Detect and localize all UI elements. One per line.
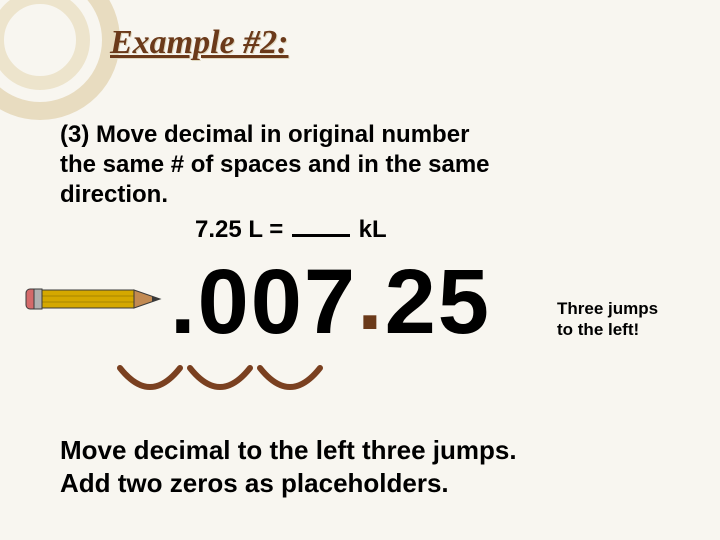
big-number-display: .007.25 [170, 250, 491, 355]
annotation-line-2: to the left! [557, 320, 639, 339]
jump-arcs-icon [110, 358, 340, 408]
equation: 7.25 L = kL [195, 216, 387, 244]
equation-unit: kL [352, 216, 387, 243]
blank-line [292, 234, 350, 237]
placeholder-zeros: 007 [198, 251, 358, 353]
pencil-icon [22, 278, 172, 327]
annotation-line-1: Three jumps [557, 299, 658, 318]
moved-decimal: . [170, 251, 198, 353]
bottom-instruction: Move decimal to the left three jumps. Ad… [60, 434, 517, 499]
equation-lhs: 7.25 L = [195, 216, 290, 243]
bottom-line-1: Move decimal to the left three jumps. [60, 435, 517, 465]
corner-decoration [0, 0, 120, 120]
step-line-1: (3) Move decimal in original number [60, 121, 469, 148]
number-rest: 25 [385, 251, 491, 353]
jumps-annotation: Three jumps to the left! [557, 298, 658, 341]
step-line-3: direction. [60, 181, 168, 208]
original-decimal: . [357, 247, 385, 349]
slide-title: Example #2: [110, 24, 288, 62]
step-line-2: the same # of spaces and in the same [60, 151, 490, 178]
bottom-line-2: Add two zeros as placeholders. [60, 468, 449, 498]
step-instruction: (3) Move decimal in original number the … [60, 120, 660, 210]
